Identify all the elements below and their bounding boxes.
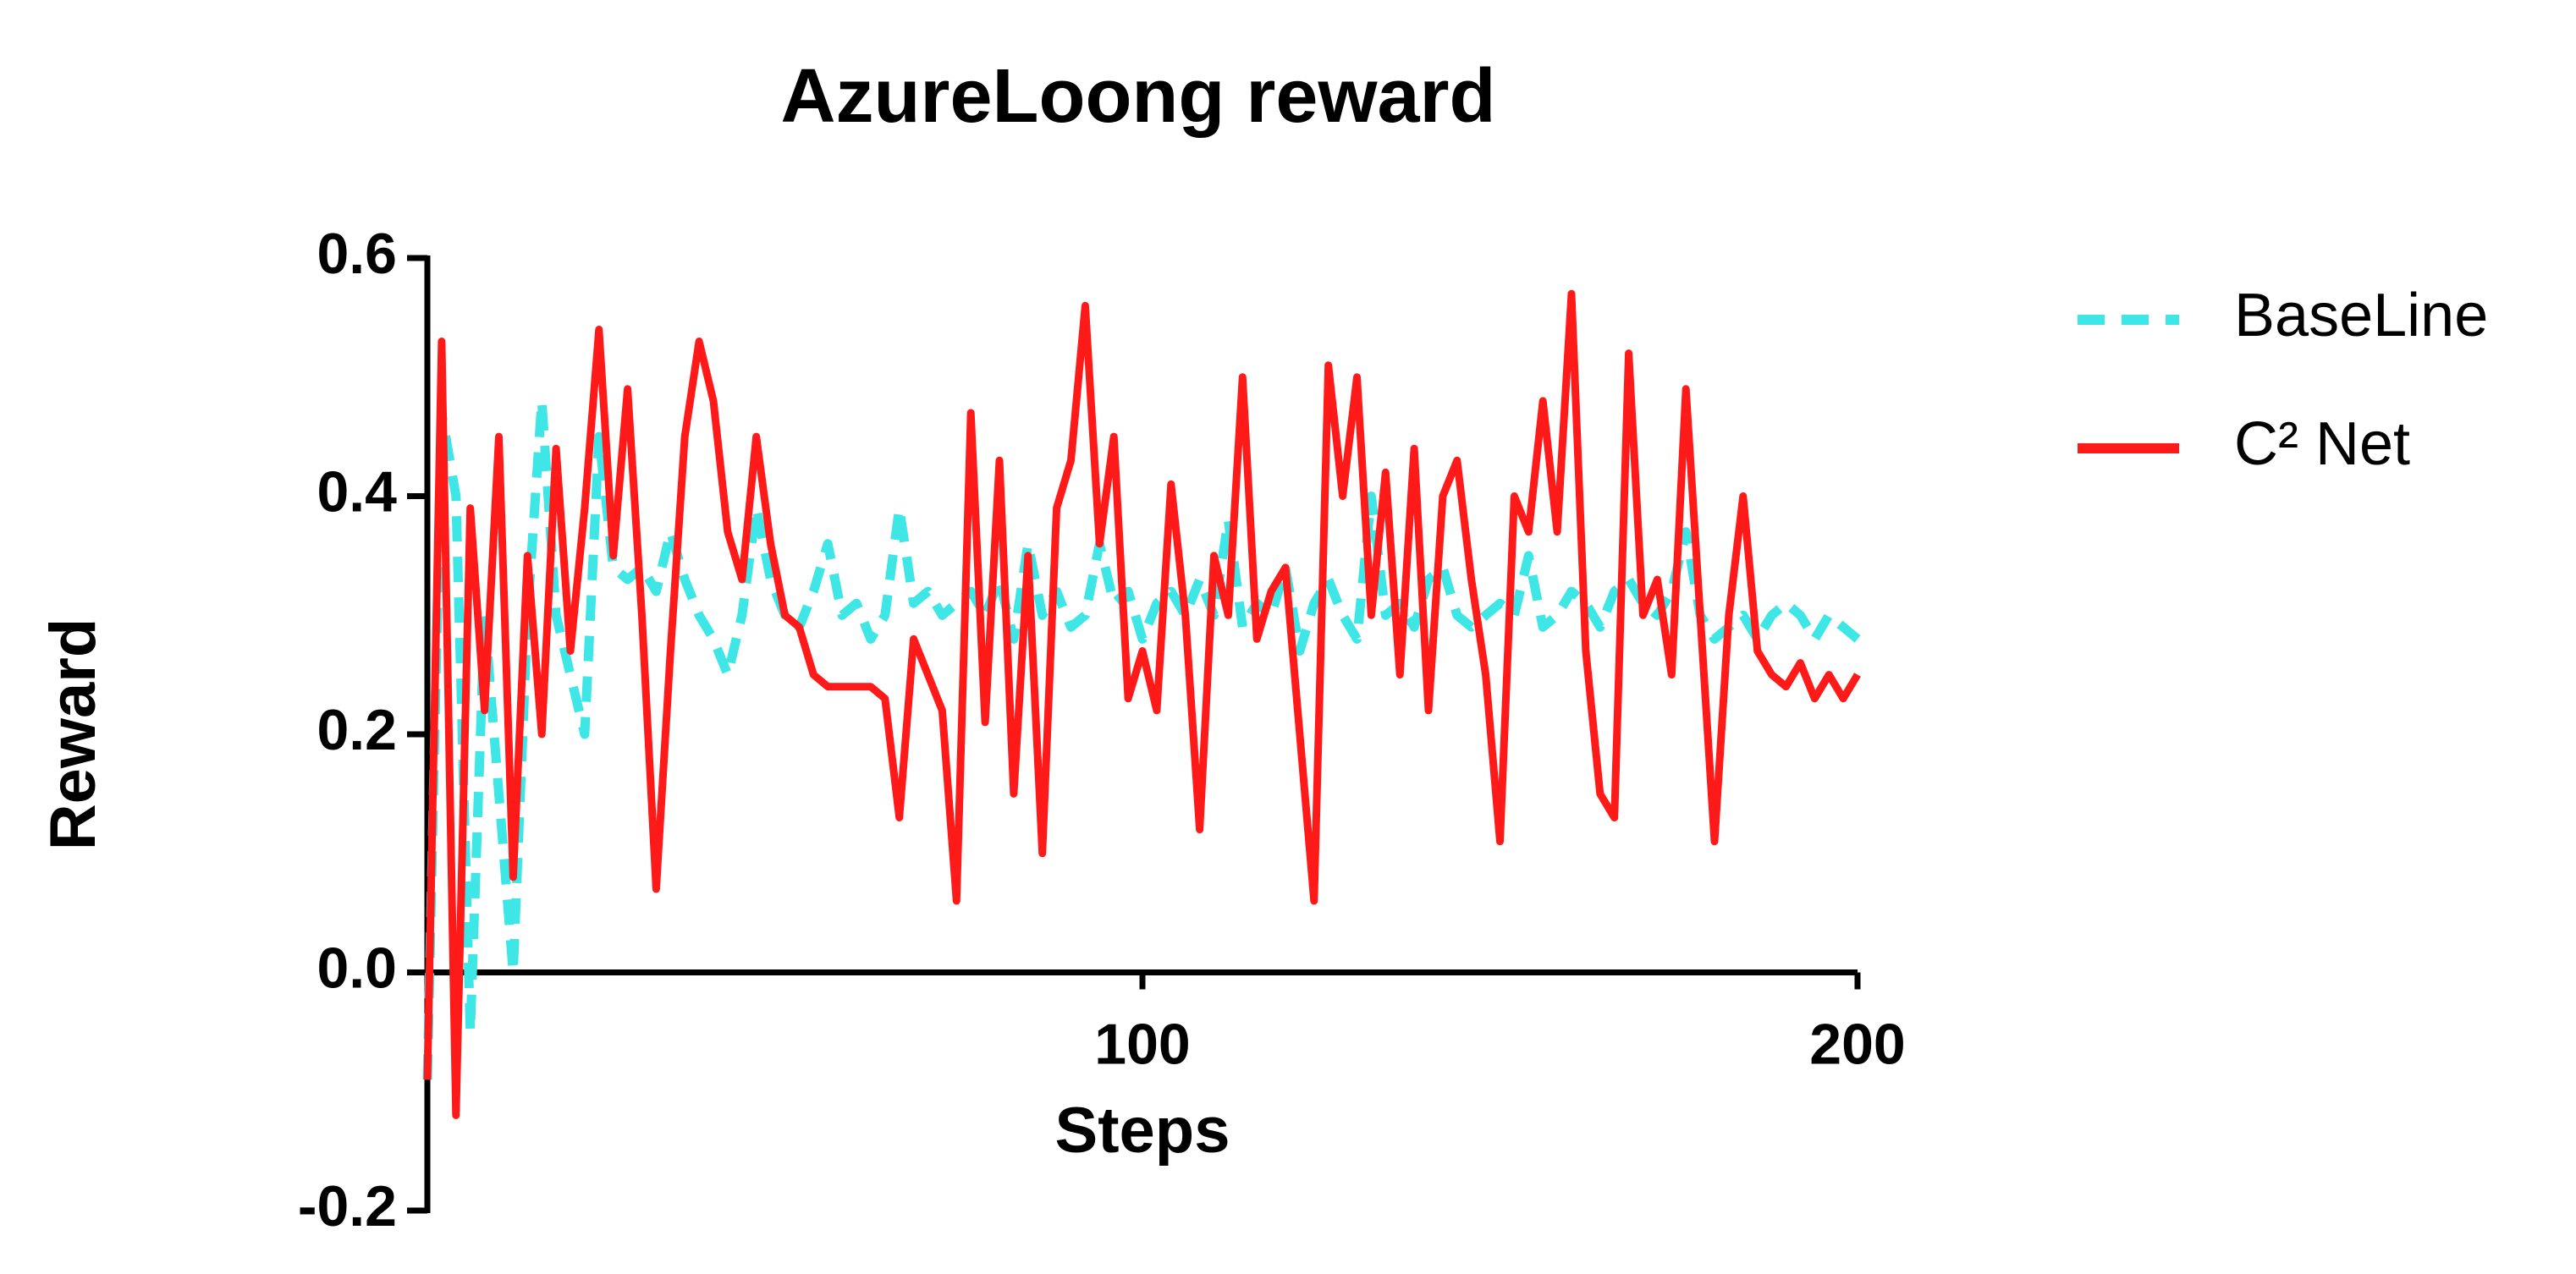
x-tick-label: 100: [1094, 1012, 1190, 1076]
x-axis-label: Steps: [1055, 1095, 1230, 1167]
series-line: [422, 396, 1861, 1080]
y-tick-label: -0.2: [298, 1174, 397, 1238]
y-tick-label: 0.0: [316, 936, 397, 1000]
legend-label: BaseLine: [2234, 282, 2488, 349]
series-line: [423, 289, 1861, 1119]
y-tick-label: 0.4: [316, 459, 397, 524]
y-tick-label: 0.6: [316, 222, 397, 286]
x-tick-label: 200: [1809, 1012, 1905, 1076]
legend-label: C² Net: [2234, 410, 2410, 478]
y-tick-label: 0.2: [316, 698, 397, 762]
y-axis-label: Reward: [37, 618, 109, 851]
chart-title: AzureLoong reward: [780, 54, 1495, 139]
